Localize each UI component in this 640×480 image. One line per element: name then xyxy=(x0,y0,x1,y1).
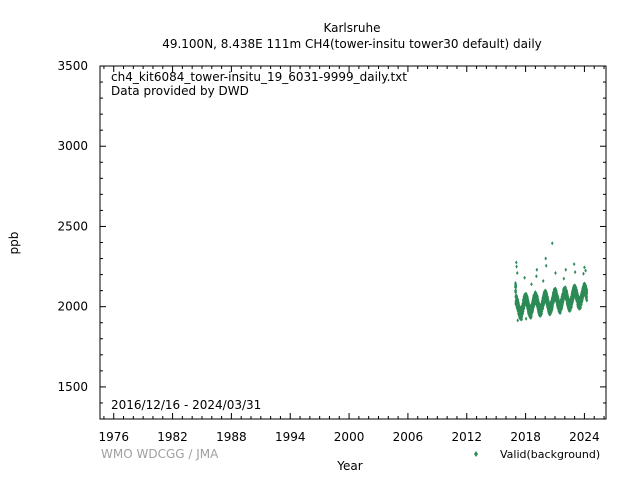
data-point xyxy=(584,268,587,273)
data-point xyxy=(523,275,526,280)
annotation-file: ch4_kit6084_tower-insitu_19_6031-9999_da… xyxy=(111,70,407,84)
legend-marker xyxy=(474,451,478,457)
x-tick-label: 1994 xyxy=(275,430,306,444)
data-point xyxy=(516,298,520,303)
data-point xyxy=(583,265,586,270)
data-point xyxy=(554,270,557,275)
chart-subtitle: 49.100N, 8.438E 111m CH4(tower-insitu to… xyxy=(162,37,542,51)
x-axis-label: Year xyxy=(336,459,362,473)
data-point xyxy=(564,287,568,292)
data-point xyxy=(585,298,589,303)
data-point xyxy=(541,279,545,284)
x-tick-label: 1976 xyxy=(98,430,129,444)
y-tick-label: 2500 xyxy=(57,219,88,233)
x-tick-label: 2000 xyxy=(334,430,365,444)
y-tick-label: 3500 xyxy=(57,59,88,73)
data-points xyxy=(514,241,589,323)
x-tick-label: 1988 xyxy=(216,430,247,444)
data-point xyxy=(573,270,577,275)
data-point xyxy=(550,241,554,246)
y-tick-label: 2000 xyxy=(57,300,88,314)
data-point xyxy=(514,289,518,294)
legend-label: Valid(background) xyxy=(500,448,600,461)
annotation-provider: Data provided by DWD xyxy=(111,84,249,98)
data-point xyxy=(544,263,548,268)
data-point xyxy=(564,267,568,272)
axis-ticks: 1976 1982 1988 1994 2000 2006 2012 2018 2024 1500… xyxy=(57,59,606,444)
data-point xyxy=(582,271,585,276)
data-point xyxy=(585,295,589,300)
data-point xyxy=(520,317,523,322)
data-point xyxy=(562,276,566,281)
x-tick-label: 2006 xyxy=(393,430,424,444)
x-tick-label: 2012 xyxy=(451,430,482,444)
data-point xyxy=(544,256,547,261)
data-point xyxy=(530,282,533,287)
plot-area xyxy=(99,65,607,420)
data-point xyxy=(514,260,518,265)
data-point xyxy=(585,288,589,293)
data-point xyxy=(535,274,538,279)
data-point xyxy=(515,270,519,275)
data-point xyxy=(514,285,518,290)
data-point xyxy=(535,267,539,272)
x-tick-label: 1982 xyxy=(157,430,188,444)
data-point xyxy=(529,315,533,320)
data-point xyxy=(514,283,518,288)
y-axis-label: ppb xyxy=(7,232,21,255)
x-tick-label: 2024 xyxy=(569,430,600,444)
data-point xyxy=(516,318,520,323)
data-point xyxy=(585,291,589,296)
y-tick-label: 3000 xyxy=(57,139,88,153)
data-point xyxy=(572,262,576,267)
x-tick-label: 2018 xyxy=(510,430,541,444)
annotation-period: 2016/12/16 - 2024/03/31 xyxy=(111,398,261,412)
credit-label: WMO WDCGG / JMA xyxy=(101,447,219,461)
y-tick-label: 1500 xyxy=(57,380,88,394)
data-point xyxy=(524,316,528,321)
data-point xyxy=(574,285,578,290)
chart-title: Karlsruhe xyxy=(323,21,380,35)
data-point xyxy=(570,304,573,309)
data-point xyxy=(515,264,518,269)
